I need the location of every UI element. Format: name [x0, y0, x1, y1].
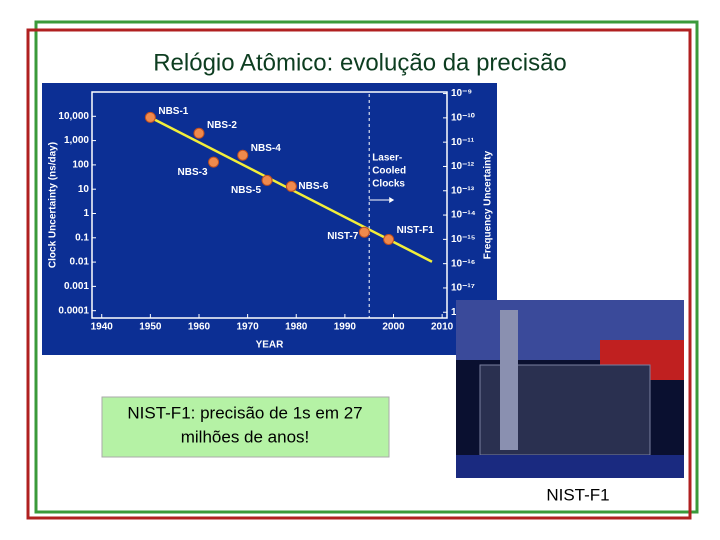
- annotation-text: Cooled: [372, 166, 406, 177]
- y-axis-title: Clock Uncertainty (ns/day): [48, 142, 59, 268]
- y2-tick-label: 10⁻¹³: [451, 185, 475, 196]
- x-tick-label: 2000: [382, 322, 405, 333]
- annotation-text: Clocks: [372, 179, 405, 190]
- y-tick-label: 1,000: [64, 135, 89, 146]
- y2-axis-title: Frequency Uncertainty: [483, 150, 494, 259]
- frame-green: [34, 20, 699, 514]
- chart: 1940 1950 1960 1970 1980 1990 2000 2010 10,000 1,…: [48, 88, 494, 350]
- plot-frame: [91, 91, 448, 319]
- photo-floor: [456, 455, 684, 478]
- frame-red: [26, 28, 692, 520]
- y-tick-label: 10: [78, 184, 90, 195]
- data-point: [358, 226, 370, 238]
- data-point: [208, 156, 220, 168]
- data-point: [144, 111, 156, 123]
- title: Relógio Atômico: evolução da precisão: [153, 49, 567, 76]
- y-tick-label: 1: [83, 208, 89, 219]
- y2-tick-label: 10⁻¹⁵: [451, 234, 476, 245]
- y-tick-label: 0.1: [75, 232, 89, 243]
- y2-tick-label: 10⁻¹⁷: [451, 283, 475, 294]
- photo-caption: NIST-F1: [546, 485, 609, 504]
- annotation-arrowhead: [389, 197, 395, 203]
- point-label: NBS-6: [298, 181, 328, 192]
- note-box: [101, 396, 390, 458]
- x-tick-label: 1990: [334, 322, 357, 333]
- y-tick-label: 0.001: [64, 281, 89, 292]
- y-tick-label: 0.0001: [58, 305, 89, 316]
- y-tick-label: 100: [72, 160, 89, 171]
- y2-tick-label: 10⁻¹⁰: [451, 113, 475, 124]
- point-label: NBS-5: [231, 185, 261, 196]
- chart-background: [42, 83, 497, 355]
- x-axis-title: YEAR: [256, 340, 285, 351]
- note-line: NIST-F1: precisão de 1s em 27: [127, 403, 362, 422]
- y2-tick-label: 10⁻¹⁴: [451, 210, 476, 221]
- point-label: NBS-4: [251, 143, 281, 154]
- x-tick-label: 1950: [139, 322, 162, 333]
- x-tick-label: 1980: [285, 322, 308, 333]
- data-point: [237, 149, 249, 161]
- x-tick-label: 1970: [236, 322, 259, 333]
- y2-tick-label: 10⁻¹¹: [451, 137, 475, 148]
- data-point: [285, 180, 297, 192]
- data-point: [261, 174, 273, 186]
- y2-tick-label: 10⁻⁹: [451, 88, 472, 99]
- point-label: NBS-2: [207, 120, 237, 131]
- x-tick-label: 1940: [91, 322, 114, 333]
- y-tick-label: 0.01: [70, 257, 90, 268]
- photo: [456, 300, 684, 478]
- y-tick-label: 10,000: [58, 111, 89, 122]
- data-point: [193, 127, 205, 139]
- point-label: NIST-F1: [397, 225, 435, 236]
- photo-column: [500, 310, 518, 450]
- x-tick-label: 2010: [431, 322, 454, 333]
- point-label: NIST-7: [327, 231, 359, 242]
- annotation-text: Laser-: [372, 153, 402, 164]
- x-tick-label: 1960: [188, 322, 211, 333]
- y2-tick-label: 10⁻¹⁶: [451, 258, 475, 269]
- point-label: NBS-1: [158, 106, 188, 117]
- data-point: [383, 234, 395, 246]
- point-label: NBS-3: [178, 167, 208, 178]
- y2-tick-label: 10⁻¹²: [451, 161, 475, 172]
- note-line: milhões de anos!: [181, 427, 310, 446]
